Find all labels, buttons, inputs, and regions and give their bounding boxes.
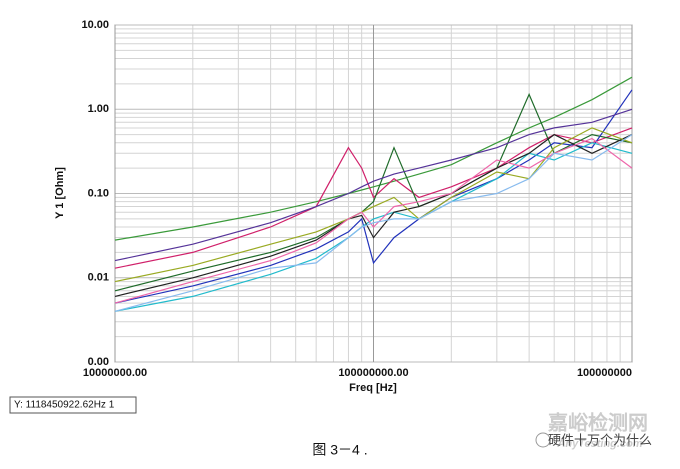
watermark-account: 硬件十万个为什么 [548, 432, 652, 447]
y-tick-label: 1.00 [88, 103, 109, 115]
series-line [114, 134, 633, 312]
series-line [114, 92, 633, 292]
y-tick-label: 0.10 [88, 187, 109, 199]
series-line [114, 89, 633, 304]
series-line [114, 108, 633, 262]
x-tick-label: 100000000.00 [338, 367, 408, 379]
series-line [114, 127, 633, 269]
watermark-title: 嘉峪检测网 [547, 410, 648, 434]
series-line [114, 133, 633, 297]
status-box [9, 396, 137, 414]
status-text: Y: 1118450922.62Hz 1 [14, 400, 115, 411]
series-line [114, 137, 633, 304]
y-axis-label: Y 1 [Ohm] [54, 167, 66, 219]
watermark-url: AnyTesting.com [556, 438, 642, 450]
x-tick-label: 100000000 [577, 367, 632, 379]
series-line [114, 76, 633, 241]
x-tick-label: 10000000.00 [83, 367, 147, 379]
wechat-icon [535, 432, 551, 448]
y-tick-label: 10.00 [81, 19, 109, 31]
caption: 图 3－4 . [312, 442, 367, 458]
x-axis-label: Freq [Hz] [349, 382, 397, 394]
y-tick-label: 0.00 [88, 356, 109, 368]
y-tick-label: 0.01 [88, 272, 109, 284]
